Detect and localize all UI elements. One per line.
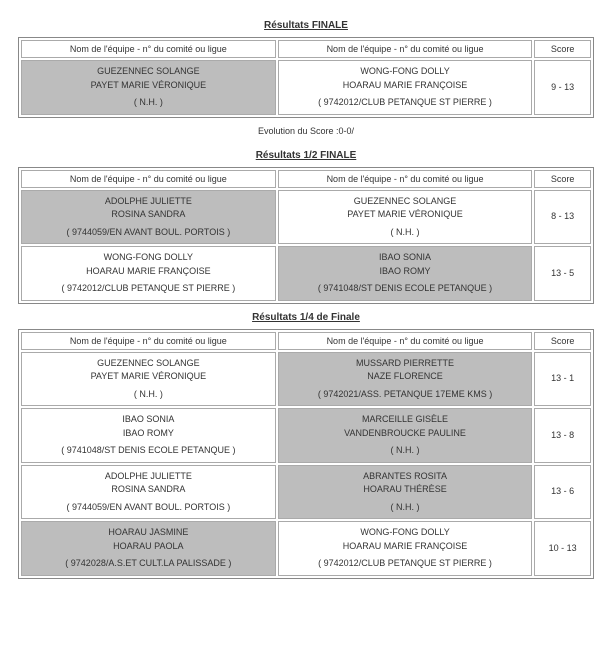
section-title: Résultats 1/2 FINALE xyxy=(18,150,594,161)
match-row: ADOLPHE JULIETTEROSINA SANDRA ( 9744059/E… xyxy=(21,465,591,520)
club-name: ( N.H. ) xyxy=(283,444,528,458)
results-table: Nom de l'équipe - n° du comité ou ligueN… xyxy=(18,167,594,304)
team-cell: WONG-FONG DOLLYHOARAU MARIE FRANÇOISE ( 9… xyxy=(278,521,533,576)
results-table: Nom de l'équipe - n° du comité ou ligueN… xyxy=(18,37,594,118)
team-cell: WONG-FONG DOLLYHOARAU MARIE FRANÇOISE ( 9… xyxy=(278,60,533,115)
results-root: Résultats FINALE Nom de l'équipe - n° du … xyxy=(18,20,594,579)
team-header: Nom de l'équipe - n° du comité ou ligue xyxy=(278,40,533,58)
player-name: ADOLPHE JULIETTE xyxy=(26,470,271,484)
player-name: NAZE FLORENCE xyxy=(283,370,528,384)
match-row: HOARAU JASMINEHOARAU PAOLA ( 9742028/A.S.… xyxy=(21,521,591,576)
score-cell: 10 - 13 xyxy=(534,521,591,576)
player-name: HOARAU THÉRÈSE xyxy=(283,483,528,497)
match-row: IBAO SONIAIBAO ROMY ( 9741048/ST DENIS EC… xyxy=(21,408,591,463)
section-title: Résultats 1/4 de Finale xyxy=(18,312,594,323)
player-name: VANDENBROUCKE PAULINE xyxy=(283,427,528,441)
team-cell: MUSSARD PIERRETTENAZE FLORENCE ( 9742021/… xyxy=(278,352,533,407)
score-header: Score xyxy=(534,170,591,188)
player-name: ROSINA SANDRA xyxy=(26,483,271,497)
team-cell: HOARAU JASMINEHOARAU PAOLA ( 9742028/A.S.… xyxy=(21,521,276,576)
player-name: HOARAU PAOLA xyxy=(26,540,271,554)
team-header: Nom de l'équipe - n° du comité ou ligue xyxy=(21,170,276,188)
team-header: Nom de l'équipe - n° du comité ou ligue xyxy=(21,40,276,58)
match-row: WONG-FONG DOLLYHOARAU MARIE FRANÇOISE ( 9… xyxy=(21,246,591,301)
club-name: ( 9744059/EN AVANT BOUL. PORTOIS ) xyxy=(26,501,271,515)
section-title: Résultats FINALE xyxy=(18,20,594,31)
team-cell: GUEZENNEC SOLANGEPAYET MARIE VÉRONIQUE ( … xyxy=(21,60,276,115)
team-cell: GUEZENNEC SOLANGEPAYET MARIE VÉRONIQUE ( … xyxy=(21,352,276,407)
team-cell: ADOLPHE JULIETTEROSINA SANDRA ( 9744059/E… xyxy=(21,190,276,245)
player-name: WONG-FONG DOLLY xyxy=(26,251,271,265)
player-name: HOARAU MARIE FRANÇOISE xyxy=(283,540,528,554)
player-name: MUSSARD PIERRETTE xyxy=(283,357,528,371)
club-name: ( N.H. ) xyxy=(283,501,528,515)
match-row: ADOLPHE JULIETTEROSINA SANDRA ( 9744059/E… xyxy=(21,190,591,245)
player-name: MARCEILLE GISÈLE xyxy=(283,413,528,427)
score-cell: 13 - 8 xyxy=(534,408,591,463)
player-name: IBAO SONIA xyxy=(26,413,271,427)
club-name: ( 9741048/ST DENIS ECOLE PETANQUE ) xyxy=(26,444,271,458)
player-name: HOARAU MARIE FRANÇOISE xyxy=(26,265,271,279)
player-name: IBAO ROMY xyxy=(283,265,528,279)
player-name: HOARAU MARIE FRANÇOISE xyxy=(283,79,528,93)
score-cell: 9 - 13 xyxy=(534,60,591,115)
club-name: ( 9742012/CLUB PETANQUE ST PIERRE ) xyxy=(283,557,528,571)
evolution-text: Evolution du Score :0-0/ xyxy=(18,126,594,136)
player-name: IBAO ROMY xyxy=(26,427,271,441)
team-cell: ABRANTES ROSITAHOARAU THÉRÈSE ( N.H. ) xyxy=(278,465,533,520)
club-name: ( N.H. ) xyxy=(26,96,271,110)
club-name: ( N.H. ) xyxy=(283,226,528,240)
score-cell: 13 - 6 xyxy=(534,465,591,520)
team-header: Nom de l'équipe - n° du comité ou ligue xyxy=(278,332,533,350)
club-name: ( 9742012/CLUB PETANQUE ST PIERRE ) xyxy=(26,282,271,296)
team-cell: WONG-FONG DOLLYHOARAU MARIE FRANÇOISE ( 9… xyxy=(21,246,276,301)
team-cell: ADOLPHE JULIETTEROSINA SANDRA ( 9744059/E… xyxy=(21,465,276,520)
match-row: GUEZENNEC SOLANGEPAYET MARIE VÉRONIQUE ( … xyxy=(21,352,591,407)
player-name: IBAO SONIA xyxy=(283,251,528,265)
club-name: ( 9741048/ST DENIS ECOLE PETANQUE ) xyxy=(283,282,528,296)
score-header: Score xyxy=(534,332,591,350)
player-name: GUEZENNEC SOLANGE xyxy=(26,65,271,79)
player-name: ADOLPHE JULIETTE xyxy=(26,195,271,209)
player-name: GUEZENNEC SOLANGE xyxy=(283,195,528,209)
score-cell: 13 - 1 xyxy=(534,352,591,407)
team-cell: GUEZENNEC SOLANGEPAYET MARIE VÉRONIQUE ( … xyxy=(278,190,533,245)
score-cell: 8 - 13 xyxy=(534,190,591,245)
team-cell: IBAO SONIAIBAO ROMY ( 9741048/ST DENIS EC… xyxy=(21,408,276,463)
player-name: WONG-FONG DOLLY xyxy=(283,526,528,540)
player-name: HOARAU JASMINE xyxy=(26,526,271,540)
club-name: ( 9742028/A.S.ET CULT.LA PALISSADE ) xyxy=(26,557,271,571)
team-cell: IBAO SONIAIBAO ROMY ( 9741048/ST DENIS EC… xyxy=(278,246,533,301)
player-name: ROSINA SANDRA xyxy=(26,208,271,222)
player-name: PAYET MARIE VÉRONIQUE xyxy=(26,370,271,384)
club-name: ( 9742021/ASS. PETANQUE 17EME KMS ) xyxy=(283,388,528,402)
team-cell: MARCEILLE GISÈLEVANDENBROUCKE PAULINE ( N… xyxy=(278,408,533,463)
score-cell: 13 - 5 xyxy=(534,246,591,301)
club-name: ( 9742012/CLUB PETANQUE ST PIERRE ) xyxy=(283,96,528,110)
player-name: PAYET MARIE VÉRONIQUE xyxy=(283,208,528,222)
match-row: GUEZENNEC SOLANGEPAYET MARIE VÉRONIQUE ( … xyxy=(21,60,591,115)
player-name: WONG-FONG DOLLY xyxy=(283,65,528,79)
player-name: ABRANTES ROSITA xyxy=(283,470,528,484)
team-header: Nom de l'équipe - n° du comité ou ligue xyxy=(21,332,276,350)
results-table: Nom de l'équipe - n° du comité ou ligueN… xyxy=(18,329,594,579)
score-header: Score xyxy=(534,40,591,58)
player-name: PAYET MARIE VÉRONIQUE xyxy=(26,79,271,93)
club-name: ( N.H. ) xyxy=(26,388,271,402)
club-name: ( 9744059/EN AVANT BOUL. PORTOIS ) xyxy=(26,226,271,240)
player-name: GUEZENNEC SOLANGE xyxy=(26,357,271,371)
team-header: Nom de l'équipe - n° du comité ou ligue xyxy=(278,170,533,188)
